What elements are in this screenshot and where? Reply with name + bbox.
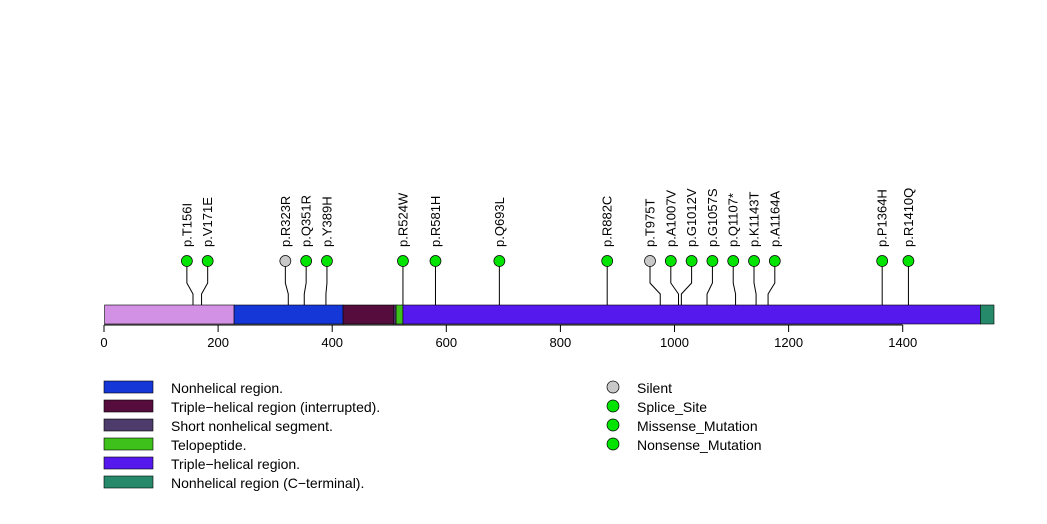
x-axis-tick-label: 1400 [888, 335, 917, 350]
mutation-label: p.R1410Q [901, 188, 916, 247]
x-axis-tick-label: 1000 [660, 335, 689, 350]
domain-legend-swatch [103, 380, 154, 394]
mutation-type-legend: Silent Splice_Site Missense_Mutation Nonsen… [606, 380, 762, 453]
mutation-label: p.Q351R [299, 195, 314, 247]
mutation-legend-label: Nonsense_Mutation [637, 437, 762, 453]
mutation-legend-symbol [606, 437, 620, 451]
mutation-legend-symbol [606, 380, 620, 394]
protein-domains [104, 304, 995, 325]
mutation-label: p.R882C [600, 196, 615, 247]
mutation-head [181, 255, 193, 267]
mutation-label: p.A1164A [767, 191, 782, 247]
mutation-label: p.T975T [643, 199, 658, 247]
domain-legend-swatch [103, 475, 154, 489]
mutation-labels: p.T156I p.V171E p.R323R p.Q351R p.Y389H p.R52… [179, 188, 916, 247]
domain-legend-label: Nonhelical region (C−terminal). [171, 475, 364, 491]
mutation-label: p.Y389H [319, 196, 334, 247]
mutation-label: p.V171E [200, 197, 215, 247]
domain-segment [393, 304, 397, 325]
mutation-head [727, 255, 740, 267]
mutation-head [664, 255, 677, 267]
domain-legend: Nonhelical region. Triple−helical region … [103, 380, 380, 491]
x-axis-tick-label: 400 [321, 335, 343, 350]
mutation-label: p.R323R [278, 196, 293, 247]
domain-segment [342, 304, 395, 325]
mutation-label: p.G1012V [684, 188, 699, 247]
domain-legend-swatch [103, 456, 154, 470]
domain-legend-label: Triple−helical region. [171, 456, 300, 472]
x-axis-tick-label: 800 [550, 335, 572, 350]
mutation-head [429, 255, 442, 267]
mutation-legend-label: Silent [637, 380, 672, 396]
mutation-head [321, 255, 333, 267]
mutation-label: p.A1007V [663, 190, 678, 247]
mutation-head [902, 255, 915, 267]
mutation-head [300, 255, 313, 267]
mutation-head [201, 255, 214, 267]
mutation-label: p.T156I [179, 203, 194, 247]
domain-legend-label: Nonhelical region. [171, 380, 283, 396]
x-axis-tick-label: 1200 [774, 335, 803, 350]
domain-legend-label: Telopeptide. [171, 437, 247, 453]
mutation-label: p.G1057S [705, 188, 720, 247]
x-axis-tick-label: 600 [435, 335, 457, 350]
mutation-head [685, 255, 698, 267]
mutation-label: p.Q1107* [726, 193, 741, 247]
domain-segment [395, 304, 404, 325]
mutation-head [601, 255, 614, 267]
mutation-head [397, 255, 409, 267]
x-axis-tick-label: 200 [207, 335, 229, 350]
mutation-label: p.K1143T [747, 192, 762, 247]
domain-segment [402, 304, 981, 325]
domain-legend-swatch [103, 399, 154, 413]
mutation-legend-symbol [606, 399, 620, 413]
mutation-label: p.P1364H [875, 189, 890, 247]
domain-legend-label: Short nonhelical segment. [171, 418, 333, 434]
domain-segment [104, 304, 235, 325]
mutation-head [706, 255, 719, 267]
domain-legend-label: Triple−helical region (interrupted). [171, 399, 380, 415]
mutation-label: p.R524W [395, 192, 410, 247]
x-axis: 0 200 400 600 800 1000 1200 1400 [100, 324, 917, 350]
domain-legend-swatch [103, 418, 154, 432]
mutation-label: p.Q693L [492, 197, 507, 247]
mutation-head [748, 255, 760, 267]
mutation-legend-label: Splice_Site [637, 399, 707, 415]
mutation-head [279, 255, 292, 267]
mutation-head [493, 255, 506, 267]
mutation-label: p.R581H [428, 196, 443, 247]
mutation-head [644, 255, 656, 267]
domain-segment [233, 304, 344, 325]
mutation-head [876, 255, 889, 267]
x-axis-tick-label: 0 [100, 335, 107, 350]
mutation-legend-symbol [606, 418, 620, 432]
domain-legend-swatch [103, 437, 154, 451]
mutation-heads [181, 255, 915, 267]
domain-segment [980, 304, 995, 325]
mutation-head [768, 255, 781, 267]
mutation-legend-label: Missense_Mutation [637, 418, 758, 434]
